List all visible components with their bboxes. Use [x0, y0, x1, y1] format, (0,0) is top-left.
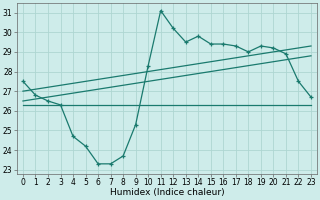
X-axis label: Humidex (Indice chaleur): Humidex (Indice chaleur) [110, 188, 224, 197]
